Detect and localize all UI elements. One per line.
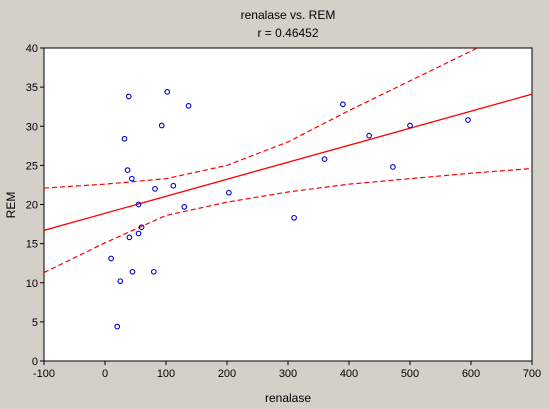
x-tick-label: 200: [218, 368, 236, 380]
y-tick-label: 5: [32, 317, 38, 329]
data-point: [465, 117, 471, 123]
data-point: [170, 182, 177, 189]
y-axis: 0 5 10 15 20 25 30 35 40: [26, 43, 44, 368]
data-points: [108, 88, 471, 330]
chart-title: renalase vs. REM: [241, 8, 336, 22]
data-point: [152, 186, 158, 192]
x-tick-label: 0: [102, 368, 108, 380]
data-point: [138, 224, 145, 231]
plot-area: [43, 47, 533, 362]
data-point: [114, 323, 121, 330]
x-tick-label: 700: [523, 368, 541, 380]
confidence-band-lower: [44, 167, 532, 274]
y-tick-label: 35: [26, 82, 38, 94]
data-point: [164, 88, 171, 95]
data-point: [181, 203, 188, 210]
x-tick-label: 400: [340, 368, 358, 380]
data-point: [291, 214, 297, 221]
confidence-band-upper: [44, 48, 479, 189]
x-tick-label: 100: [157, 368, 175, 380]
data-point: [124, 167, 131, 173]
data-point: [129, 268, 136, 275]
data-point: [135, 201, 142, 208]
data-point: [158, 122, 165, 129]
data-point: [185, 103, 192, 109]
data-point: [121, 135, 128, 142]
chart-subtitle: r = 0.46452: [257, 26, 318, 40]
x-tick-label: 500: [401, 368, 419, 380]
data-point: [150, 268, 157, 275]
y-tick-label: 15: [26, 239, 38, 251]
y-tick-label: 20: [26, 200, 38, 212]
y-tick-label: 0: [32, 356, 38, 368]
data-point: [125, 93, 132, 100]
data-point: [108, 255, 114, 262]
x-axis-label: renalase: [265, 391, 311, 405]
y-tick-label: 25: [26, 160, 38, 172]
data-point: [135, 230, 142, 237]
x-axis: -100 0 100 200 300 400 500 600 700: [33, 361, 541, 380]
x-tick-label: -100: [33, 368, 55, 380]
data-point: [390, 164, 396, 170]
data-point: [366, 132, 372, 139]
data-point: [225, 189, 232, 196]
y-tick-label: 40: [26, 43, 38, 55]
confidence-band: [44, 48, 532, 274]
y-tick-label: 10: [26, 278, 38, 290]
data-point: [128, 175, 135, 182]
y-tick-label: 30: [26, 121, 38, 133]
data-point: [340, 101, 346, 108]
data-point: [407, 122, 413, 129]
regression-line: [44, 93, 532, 231]
fit-line-group: [44, 93, 532, 231]
x-tick-label: 600: [462, 368, 480, 380]
data-point: [126, 234, 133, 241]
y-axis-label: REM: [4, 192, 18, 219]
data-point: [117, 278, 124, 285]
data-point: [321, 156, 328, 162]
x-tick-label: 300: [279, 368, 297, 380]
